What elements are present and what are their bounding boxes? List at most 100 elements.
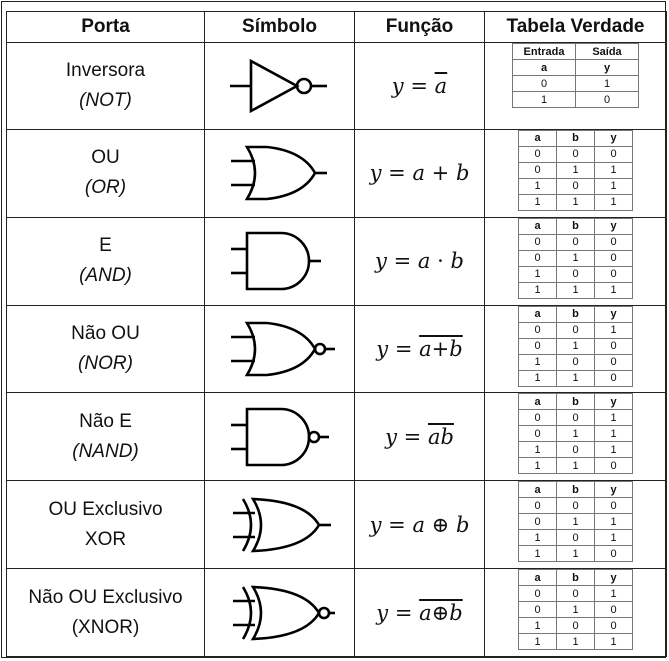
function-operand-b: b	[455, 512, 470, 537]
header-funcao: Função	[354, 11, 485, 43]
gate-name-cell: E (AND)	[6, 216, 205, 306]
function-output: y	[376, 336, 389, 361]
truth-value: 0	[575, 91, 639, 108]
gate-symbol-cell	[204, 42, 355, 130]
truth-value: 0	[594, 369, 633, 387]
gate-row: Não OU (NOR) y = a+b a b y 0 0 1 0 1 0 1 0 0 1 1 0	[6, 304, 667, 394]
or-gate-symbol	[205, 133, 354, 213]
truth-value: 0	[594, 145, 633, 163]
function-output: y	[385, 424, 397, 449]
function-expression: a+b	[419, 336, 463, 361]
truth-table: Entrada Saída a y 0 1 1 0	[512, 43, 639, 108]
truth-column-header: b	[556, 217, 595, 235]
gate-abbreviation: (NAND)	[72, 440, 139, 462]
truth-value: 0	[518, 337, 557, 355]
truth-value: 0	[518, 585, 557, 603]
gate-name: OU Exclusivo	[48, 498, 163, 520]
truth-value: 0	[518, 249, 557, 267]
truth-column-header: b	[556, 129, 595, 147]
truth-value: 0	[518, 321, 557, 339]
truth-value: 1	[518, 633, 557, 651]
function-expression: ab	[427, 424, 454, 449]
truth-column-header: y	[594, 217, 633, 235]
truth-value: 0	[594, 601, 633, 619]
gate-name-cell: Não OU (NOR)	[6, 304, 205, 394]
gate-name-cell: Inversora (NOT)	[6, 42, 205, 130]
truth-value: 1	[518, 353, 557, 371]
truth-value: 1	[518, 441, 557, 459]
gate-name: Não OU	[71, 322, 140, 344]
truth-value: 0	[556, 497, 595, 515]
truth-value: 1	[556, 249, 595, 267]
truth-value: 1	[512, 91, 576, 108]
truth-value: 1	[556, 601, 595, 619]
function-expression: a⊕b	[419, 600, 463, 625]
truth-value: 0	[594, 353, 633, 371]
truth-value: 0	[518, 497, 557, 515]
truth-value: 1	[556, 281, 595, 299]
truth-column-header: y	[575, 59, 639, 76]
truth-value: 1	[594, 281, 633, 299]
gate-name-cell: Não OU Exclusivo (XNOR)	[6, 568, 205, 657]
header-porta: Porta	[6, 11, 205, 43]
gate-abbreviation: (AND)	[79, 265, 132, 287]
truth-value: 1	[594, 425, 633, 443]
gate-name-cell: OU Exclusivo XOR	[6, 480, 205, 570]
function-output: y	[375, 249, 387, 274]
truth-value: 0	[518, 409, 557, 427]
gate-abbreviation: XOR	[84, 528, 127, 550]
truth-value: 0	[594, 337, 633, 355]
truth-value: 0	[518, 145, 557, 163]
truth-value: 1	[556, 193, 595, 211]
truth-value: 0	[518, 425, 557, 443]
gate-row: Não OU Exclusivo (XNOR) y = a⊕b a b y 0 0 1 0 1 0 1…	[6, 568, 667, 657]
truth-column-header: y	[594, 129, 633, 147]
logic-gates-table: Porta Símbolo Função Tabela Verdade Inve…	[6, 11, 667, 657]
gate-name-cell: OU (OR)	[6, 128, 205, 218]
truth-value: 0	[594, 233, 633, 251]
truth-value: 0	[556, 353, 595, 371]
truth-value: 1	[518, 545, 557, 563]
truth-column-header: a	[518, 481, 557, 499]
truth-column-header: y	[594, 305, 633, 323]
truth-value: 0	[556, 177, 595, 195]
function-output: y	[391, 73, 404, 98]
gate-name: Inversora	[65, 59, 146, 81]
truth-value: 0	[594, 545, 633, 563]
gate-abbreviation: (OR)	[84, 177, 127, 199]
truth-super-header-cell: Entrada	[512, 43, 576, 60]
gate-symbol-cell	[204, 128, 355, 218]
truth-super-header: Entrada Saída	[512, 43, 639, 60]
truth-value: 0	[556, 585, 595, 603]
gate-symbol-cell	[204, 392, 355, 482]
truth-column-header: y	[594, 481, 633, 499]
truth-value: 1	[518, 281, 557, 299]
truth-value: 0	[556, 617, 595, 635]
truth-column-header: a	[518, 305, 557, 323]
function-equals: =	[403, 424, 422, 449]
function-equals: =	[393, 249, 412, 274]
gate-name: OU	[91, 147, 120, 169]
truth-value: 0	[556, 441, 595, 459]
function-operator: +	[431, 161, 450, 186]
truth-value: 1	[556, 161, 595, 179]
truth-value: 1	[556, 425, 595, 443]
truth-value: 1	[518, 177, 557, 195]
truth-value: 1	[594, 409, 633, 427]
truth-value: 0	[518, 513, 557, 531]
